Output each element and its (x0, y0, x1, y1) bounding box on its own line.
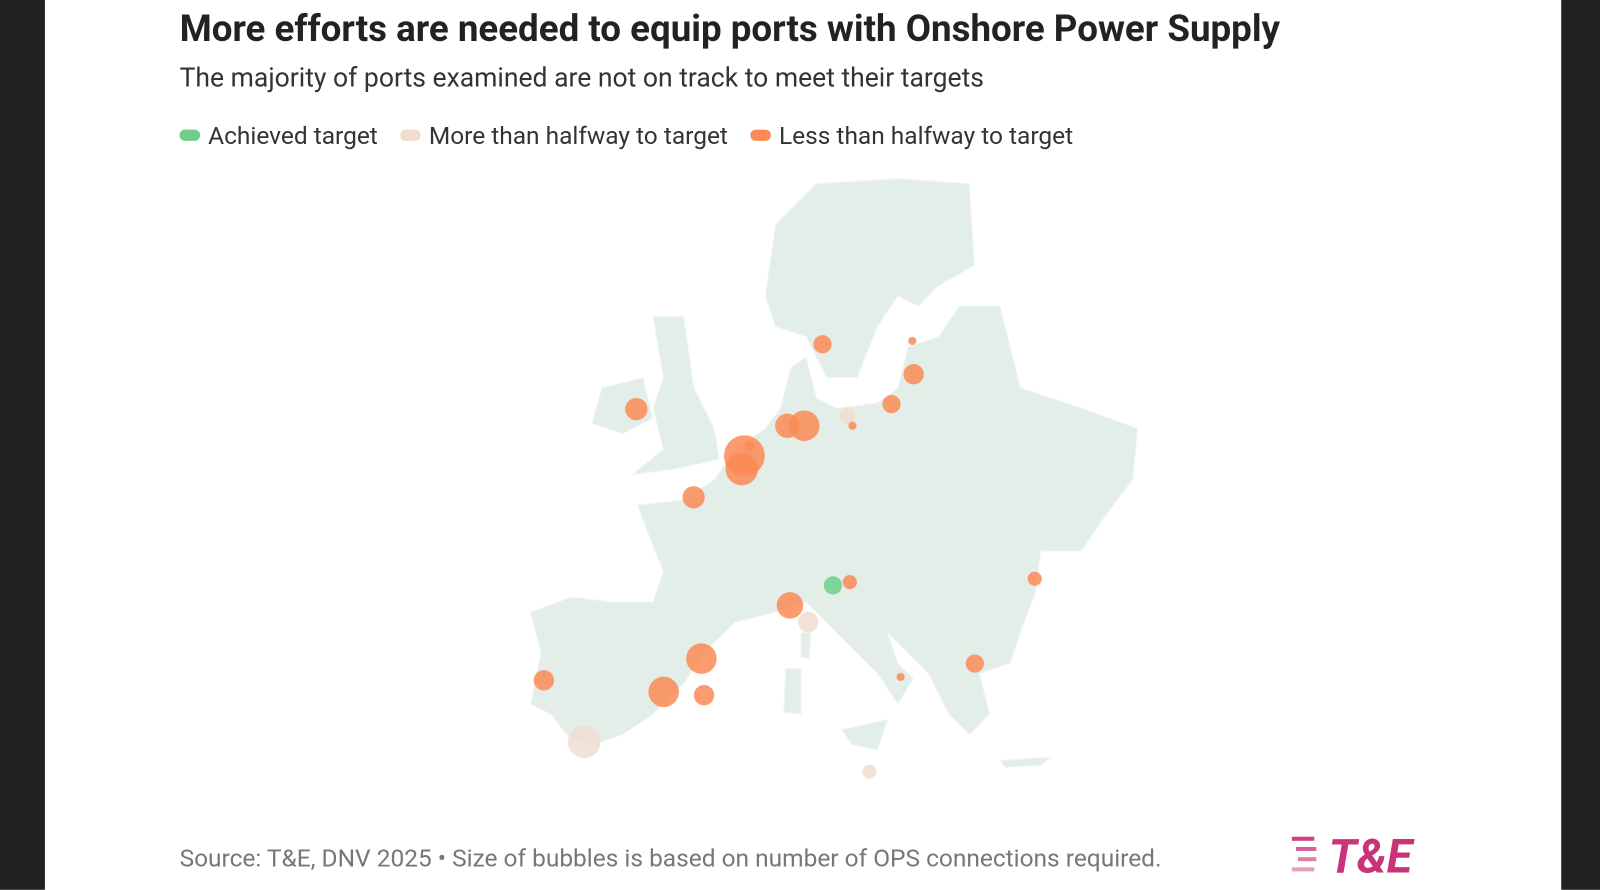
port-bubble (693, 684, 715, 706)
legend-swatch (179, 129, 200, 141)
port-bubble (882, 395, 901, 414)
land (783, 667, 802, 715)
port-bubble (776, 592, 804, 619)
logo-stripe (1295, 846, 1317, 852)
land (800, 632, 812, 659)
port-bubble (744, 440, 755, 451)
port-bubble (625, 397, 648, 421)
legend-label: More than halfway to target (429, 121, 728, 150)
source-note: Source: T&E, DNV 2025 • Size of bubbles … (180, 843, 1162, 872)
land (999, 756, 1053, 768)
side-bar (0, 0, 45, 890)
port-bubble (813, 335, 832, 354)
port-bubble (682, 486, 705, 509)
port-bubble (862, 764, 877, 779)
logo-stripe (1291, 867, 1315, 872)
legend-label: Achieved target (208, 121, 378, 150)
logo-text: T&E (1329, 829, 1415, 884)
port-bubble (903, 363, 924, 385)
land (630, 315, 720, 476)
land (764, 178, 976, 379)
map (530, 178, 1139, 768)
side-bar (1561, 0, 1600, 890)
chart-title: More efforts are needed to equip ports w… (180, 7, 1281, 50)
port-bubble (567, 725, 601, 759)
legend-label: Less than halfway to target (779, 121, 1073, 150)
chart-subtitle: The majority of ports examined are not o… (180, 63, 984, 94)
legend: Achieved target More than halfway to targ… (179, 121, 1073, 150)
logo: T&E (1291, 829, 1415, 884)
port-bubble (842, 575, 857, 590)
logo-stripe (1291, 836, 1315, 841)
port-bubble (1027, 571, 1042, 586)
port-bubble (848, 421, 857, 430)
land (840, 718, 889, 751)
port-bubble (896, 672, 905, 681)
port-bubble (686, 643, 717, 674)
port-bubble (648, 676, 679, 708)
logo-stripe (1297, 857, 1317, 862)
port-bubble (823, 576, 843, 595)
legend-swatch (400, 129, 421, 141)
port-bubble (797, 611, 819, 633)
bubbles (533, 335, 1042, 779)
legend-swatch (750, 129, 771, 141)
port-bubble (908, 336, 917, 346)
port-bubble (533, 670, 555, 691)
port-bubble (839, 407, 856, 424)
port-bubble (789, 410, 820, 442)
port-bubble (725, 452, 759, 486)
port-bubble (965, 654, 984, 673)
